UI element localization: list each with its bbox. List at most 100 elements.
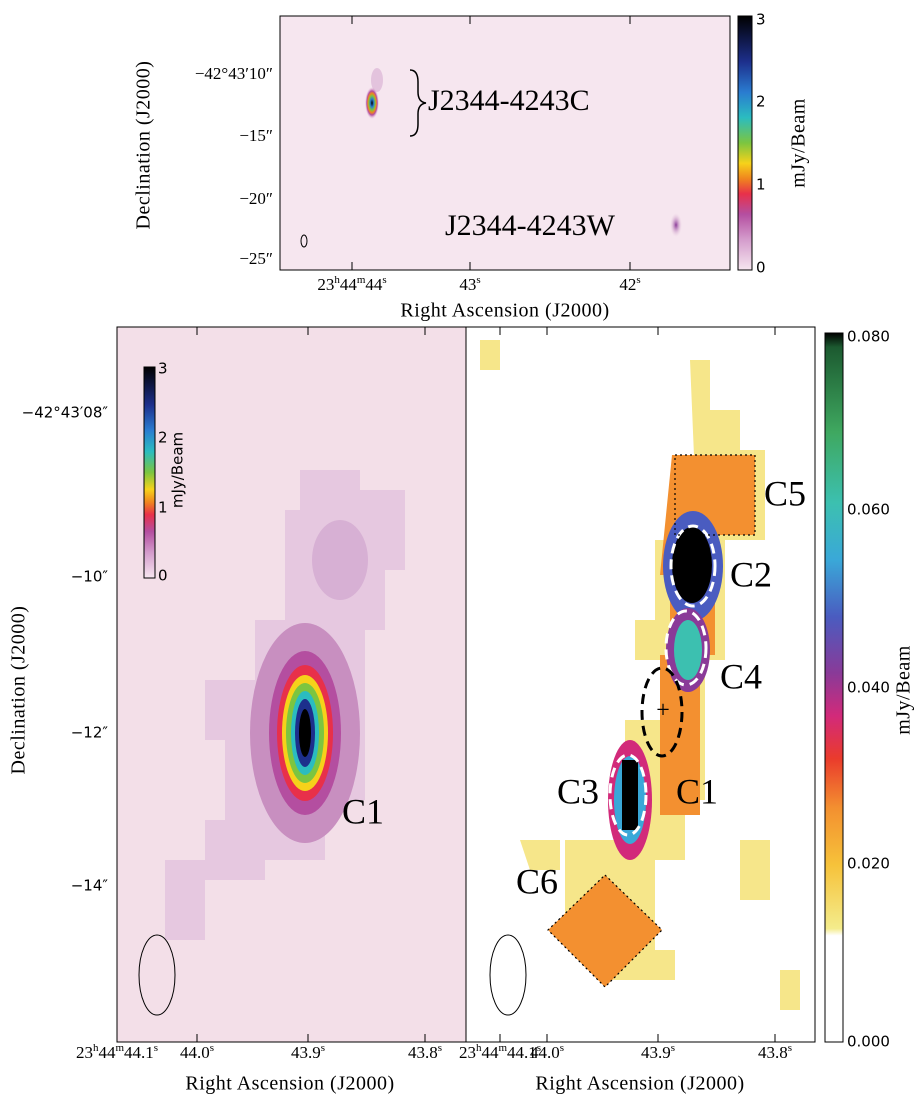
colorbar xyxy=(737,15,753,271)
number: 44 xyxy=(98,1043,116,1062)
unit: s xyxy=(438,1042,442,1054)
label: C1 xyxy=(676,771,718,811)
number: 43.8 xyxy=(408,1043,438,1062)
unit: s xyxy=(476,274,480,286)
unit: s xyxy=(788,1042,792,1054)
label: C2 xyxy=(730,554,772,594)
colorbar-tick-label: 0.020 xyxy=(847,855,890,873)
x-tick-label: 43.8s xyxy=(408,1042,442,1062)
y-tick-label: −15″ xyxy=(239,126,273,145)
c6-box xyxy=(547,874,663,988)
colorbar-tick-label: 0.040 xyxy=(847,679,890,697)
colorbar-title: mJy/Beam xyxy=(169,432,187,508)
colorbar-tick-label: 2 xyxy=(158,429,168,447)
unit: m xyxy=(357,274,366,286)
number: 44.0 xyxy=(180,1043,210,1062)
emission xyxy=(371,68,383,92)
number: 44 xyxy=(365,275,383,294)
number: 23 xyxy=(459,1043,476,1062)
emission xyxy=(312,520,368,600)
x-tick-label: 43.9s xyxy=(641,1042,675,1062)
x-tick-label: 23h44m44s xyxy=(317,274,386,294)
colorbar-tick-label: 0.080 xyxy=(847,328,890,346)
x-tick-label: 23h44m44.1s xyxy=(76,1042,158,1062)
number: 43.8 xyxy=(758,1043,788,1062)
number: 44.1 xyxy=(507,1043,537,1062)
brace xyxy=(409,69,427,137)
c3-ellipse xyxy=(608,753,648,837)
colorbar-tick-label: 0 xyxy=(158,567,168,585)
source-c xyxy=(365,87,379,119)
colorbar-tick-label: 0.060 xyxy=(847,501,890,519)
source-w xyxy=(670,213,682,237)
colorbar-tick-label: 1 xyxy=(158,499,168,517)
unit: s xyxy=(210,1042,214,1054)
y-tick-label: −20″ xyxy=(239,189,273,208)
x-title: Right Ascension (J2000) xyxy=(535,1073,744,1095)
unit: s xyxy=(671,1042,675,1054)
emission xyxy=(674,620,702,680)
y-tick-label: −25″ xyxy=(239,249,273,268)
unit: h xyxy=(93,1042,99,1054)
x-tick-label: 43s xyxy=(459,274,480,294)
top-map xyxy=(279,15,731,271)
y-tick-label: −12″ xyxy=(71,724,109,742)
unit: m xyxy=(115,1042,124,1054)
number: 44.0 xyxy=(530,1043,560,1062)
annotation: J2344-4243C xyxy=(428,84,590,117)
core xyxy=(622,760,638,830)
x-tick-label: 43.8s xyxy=(758,1042,792,1062)
x-title: Right Ascension (J2000) xyxy=(400,300,609,322)
unit: h xyxy=(334,274,340,286)
beam xyxy=(300,234,308,248)
y-title: Declination (J2000) xyxy=(133,61,155,230)
number: 43 xyxy=(459,275,476,294)
unit: s xyxy=(154,1042,158,1054)
x-tick-label: 44.0s xyxy=(530,1042,564,1062)
number: 23 xyxy=(317,275,334,294)
label: C4 xyxy=(720,656,762,696)
core xyxy=(672,527,712,603)
label: C5 xyxy=(764,473,806,513)
colorbar-tick-label: 2 xyxy=(756,93,766,111)
colorbar-title: mJy/Beam xyxy=(788,98,810,188)
colorbar-tick-label: 3 xyxy=(756,11,766,29)
c5-box xyxy=(674,454,756,536)
label: C6 xyxy=(516,861,558,901)
unit: s xyxy=(537,1042,541,1054)
number: 44.1 xyxy=(124,1043,154,1062)
inset-colorbar xyxy=(143,366,156,579)
emission xyxy=(548,875,662,987)
y-tick-label: −42°43′10″ xyxy=(195,64,273,83)
colorbar-tick-label: 0 xyxy=(756,259,766,277)
unit: s xyxy=(382,274,386,286)
c4-ellipse xyxy=(664,609,708,687)
number: 44 xyxy=(481,1043,499,1062)
number: 23 xyxy=(76,1043,93,1062)
y-tick-label: −14″ xyxy=(71,877,109,895)
beam xyxy=(138,934,176,1016)
x-tick-label: 43.9s xyxy=(291,1042,325,1062)
colorbar xyxy=(824,332,844,1043)
annotation: J2344-4243W xyxy=(445,209,616,242)
center-marker: + xyxy=(656,698,670,724)
number: 44 xyxy=(340,275,358,294)
x-tick-label: 44.0s xyxy=(180,1042,214,1062)
unit: s xyxy=(321,1042,325,1054)
x-tick-label: 23h44m44.1s xyxy=(459,1042,541,1062)
y-tick-label: −42°43′08″ xyxy=(22,404,109,422)
x-title: Right Ascension (J2000) xyxy=(185,1073,394,1095)
unit: s xyxy=(636,274,640,286)
number: 43.9 xyxy=(291,1043,321,1062)
y-tick-label: −10″ xyxy=(71,568,109,586)
emission xyxy=(480,340,800,1010)
x-tick-label: 42s xyxy=(619,274,640,294)
unit: m xyxy=(498,1042,507,1054)
y-title: Declination (J2000) xyxy=(8,606,30,775)
unit: s xyxy=(560,1042,564,1054)
colorbar-title: mJy/Beam xyxy=(893,645,915,735)
number: 43.9 xyxy=(641,1043,671,1062)
colorbar-tick-label: 1 xyxy=(756,176,766,194)
label: C3 xyxy=(557,771,599,811)
